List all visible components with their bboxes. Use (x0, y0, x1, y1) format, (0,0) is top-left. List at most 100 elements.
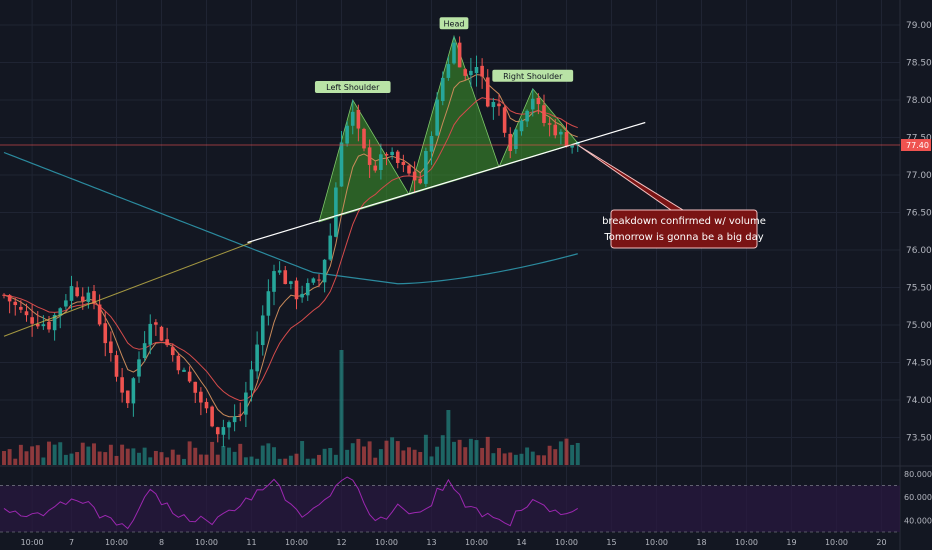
candle-body[interactable] (542, 105, 546, 123)
candle-body[interactable] (97, 304, 102, 325)
candle-body[interactable] (457, 42, 462, 68)
candle-body[interactable] (412, 171, 417, 181)
candle-body[interactable] (491, 101, 496, 108)
trendlines[interactable] (0, 121, 900, 337)
candle-body[interactable] (294, 280, 299, 300)
candle-body[interactable] (148, 323, 153, 345)
candle-body[interactable] (272, 271, 276, 292)
candle-body[interactable] (58, 308, 63, 316)
candle-body[interactable] (311, 278, 316, 283)
candle-body[interactable] (30, 317, 34, 324)
candle-body[interactable] (165, 339, 169, 346)
candle-body[interactable] (103, 323, 108, 344)
candle-body[interactable] (317, 279, 321, 281)
candle-body[interactable] (300, 293, 304, 298)
candle-body[interactable] (395, 151, 400, 163)
callout[interactable]: breakdown confirmed w/ volume Tomorrow is… (577, 144, 766, 249)
candle-body[interactable] (367, 147, 372, 165)
candle-body[interactable] (373, 165, 378, 171)
candle-body[interactable] (429, 136, 434, 152)
candle-body[interactable] (379, 154, 383, 170)
candle-body[interactable] (424, 151, 428, 184)
neckline[interactable] (247, 121, 646, 244)
candle-body[interactable] (452, 42, 456, 64)
candle-body[interactable] (215, 427, 220, 435)
candle-body[interactable] (514, 129, 518, 149)
candle-body[interactable] (345, 125, 349, 144)
candle-body[interactable] (474, 66, 479, 74)
candle-body[interactable] (13, 301, 18, 306)
candle-body[interactable] (407, 165, 411, 174)
candle-body[interactable] (570, 144, 574, 148)
candle-body[interactable] (199, 391, 203, 403)
candle-body[interactable] (64, 300, 68, 307)
candlesticks[interactable] (2, 36, 580, 448)
candle-body[interactable] (170, 347, 175, 356)
candle-body[interactable] (519, 120, 524, 132)
long-trendline[interactable] (3, 242, 252, 337)
candle-body[interactable] (86, 292, 91, 302)
candle-body[interactable] (159, 326, 164, 341)
candle-body[interactable] (125, 390, 130, 404)
candle-body[interactable] (260, 315, 265, 346)
candle-body[interactable] (47, 322, 51, 330)
candle-body[interactable] (463, 69, 468, 76)
candle-body[interactable] (559, 131, 563, 135)
candle-body[interactable] (334, 187, 338, 237)
candle-body[interactable] (19, 306, 23, 310)
candle-body[interactable] (418, 178, 423, 184)
candle-body[interactable] (210, 406, 214, 427)
candle-body[interactable] (362, 128, 366, 149)
candle-body[interactable] (109, 341, 113, 353)
candle-body[interactable] (80, 296, 85, 302)
candle-body[interactable] (142, 343, 147, 359)
candle-body[interactable] (114, 355, 119, 377)
candle-body[interactable] (564, 132, 569, 147)
candle-body[interactable] (154, 322, 158, 325)
candle-body[interactable] (187, 371, 192, 382)
candle-body[interactable] (75, 287, 79, 297)
candle-body[interactable] (255, 344, 259, 372)
candle-body[interactable] (232, 416, 237, 423)
candle-body[interactable] (435, 99, 439, 136)
candle-body[interactable] (92, 291, 96, 304)
candle-body[interactable] (7, 295, 12, 302)
candle-body[interactable] (440, 78, 445, 102)
candle-body[interactable] (480, 65, 484, 77)
candle-body[interactable] (390, 151, 394, 156)
candle-body[interactable] (193, 381, 198, 393)
candle-body[interactable] (69, 286, 74, 301)
candle-body[interactable] (328, 235, 333, 260)
candle-body[interactable] (137, 359, 141, 377)
candle-body[interactable] (497, 103, 501, 107)
candle-body[interactable] (2, 294, 6, 296)
candle-body[interactable] (530, 98, 535, 110)
candle-body[interactable] (485, 77, 490, 107)
callout-box[interactable] (610, 209, 758, 249)
candle-body[interactable] (176, 355, 181, 371)
candle-body[interactable] (266, 291, 271, 316)
candle-body[interactable] (244, 392, 248, 415)
candle-body[interactable] (322, 259, 327, 283)
candle-body[interactable] (277, 270, 282, 273)
candle-body[interactable] (182, 369, 186, 372)
candle-body[interactable] (249, 369, 254, 391)
candle-body[interactable] (350, 111, 355, 126)
candle-body[interactable] (469, 70, 473, 76)
candle-body[interactable] (41, 324, 46, 327)
candle-body[interactable] (227, 422, 231, 428)
candle-body[interactable] (35, 323, 40, 327)
candle-body[interactable] (131, 378, 136, 404)
candle-body[interactable] (52, 314, 57, 331)
candle-body[interactable] (384, 153, 389, 156)
candle-body[interactable] (204, 401, 209, 409)
candle-body[interactable] (446, 64, 451, 78)
candle-body[interactable] (356, 109, 361, 129)
candle-body[interactable] (289, 281, 293, 284)
candle-body[interactable] (536, 98, 541, 105)
candle-body[interactable] (502, 107, 507, 133)
candle-body[interactable] (24, 311, 29, 316)
candle-body[interactable] (508, 133, 513, 151)
candle-body[interactable] (305, 283, 310, 296)
